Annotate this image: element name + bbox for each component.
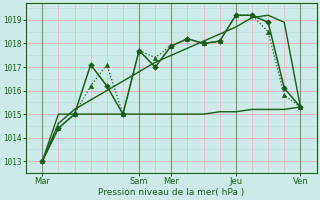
X-axis label: Pression niveau de la mer( hPa ): Pression niveau de la mer( hPa ) (98, 188, 244, 197)
